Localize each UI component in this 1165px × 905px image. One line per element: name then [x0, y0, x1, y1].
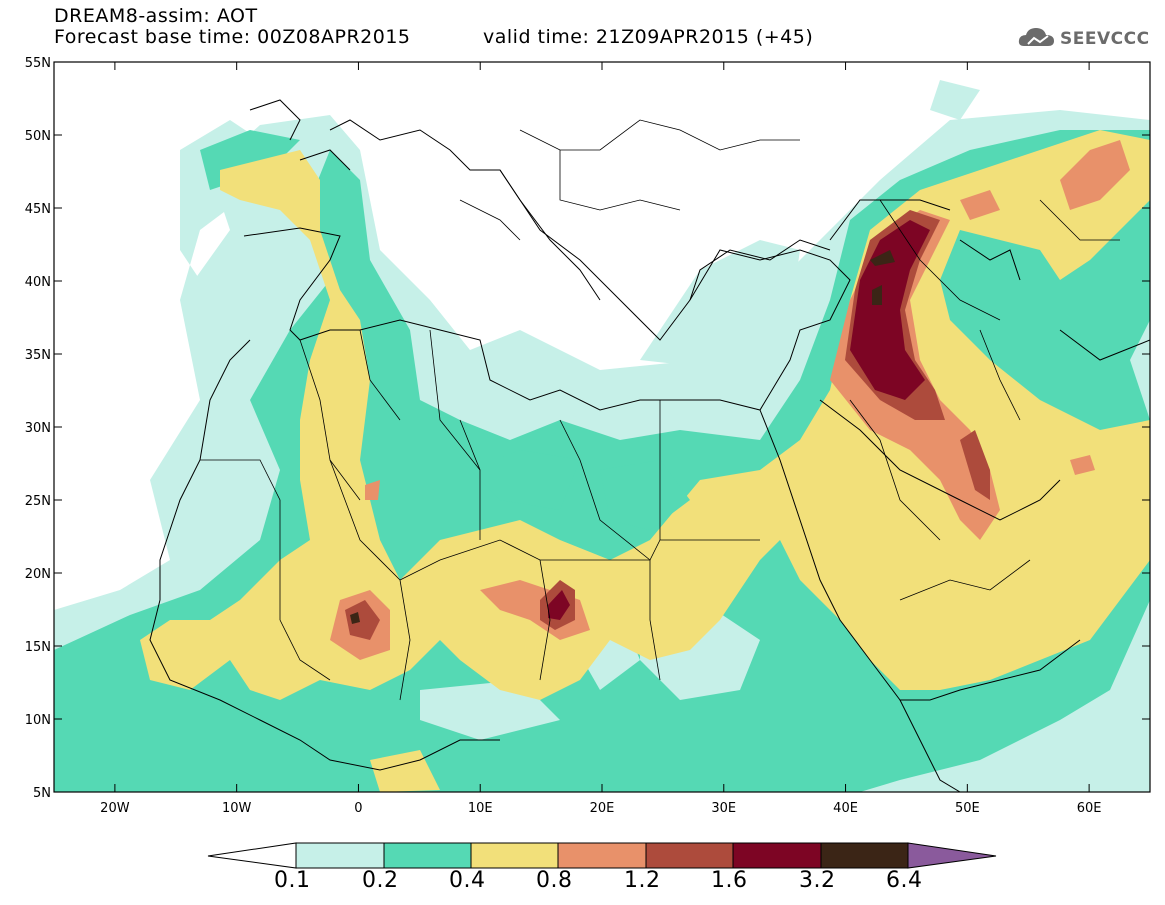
- lon-label: 10W: [222, 801, 252, 816]
- lon-label: 40E: [833, 801, 858, 816]
- colorbar-label-1: 0.1: [274, 868, 311, 893]
- lat-label: 5N: [33, 786, 51, 801]
- lat-label: 15N: [25, 640, 51, 655]
- lat-label: 45N: [25, 202, 51, 217]
- lat-label: 20N: [25, 567, 51, 582]
- colorbar-bin-5: [645, 842, 734, 869]
- lat-label: 10N: [25, 713, 51, 728]
- colorbar-label-6: 1.6: [711, 868, 748, 893]
- valid-time: valid time: 21Z09APR2015 (+45): [483, 26, 814, 48]
- colorbar-high-arrow: [907, 842, 997, 869]
- colorbar-label-4: 0.8: [536, 868, 573, 893]
- aot-level-32: [350, 250, 895, 624]
- lon-label: 20W: [100, 801, 130, 816]
- colorbar-bin-1: [295, 842, 385, 869]
- lat-label: 50N: [25, 129, 51, 144]
- logo-text: SEEVCCC: [1060, 29, 1150, 49]
- lon-label: 60E: [1077, 801, 1102, 816]
- map-title: DREAM8-assim: AOT: [54, 5, 258, 27]
- lon-label: 30E: [711, 801, 736, 816]
- lat-label: 55N: [25, 56, 51, 71]
- colorbar: [207, 842, 997, 869]
- lat-label: 30N: [25, 421, 51, 436]
- colorbar-low-arrow: [207, 842, 297, 869]
- forecast-base-time: Forecast base time: 00Z08APR2015: [54, 26, 411, 48]
- colorbar-bin-6: [732, 842, 822, 869]
- axis-ticks: [54, 61, 1150, 793]
- colorbar-bin-7: [820, 842, 909, 869]
- lat-label: 40N: [25, 275, 51, 290]
- aot-field: [54, 62, 1150, 792]
- colorbar-label-3: 0.4: [449, 868, 486, 893]
- colorbar-bin-4: [557, 842, 647, 869]
- lon-labels: 20W 10W 0 10E 20E 30E 40E 50E 60E: [100, 801, 1101, 816]
- lat-labels: 55N 50N 45N 40N 35N 30N 25N 20N 15N 10N 5N: [25, 56, 51, 801]
- lon-label: 10E: [468, 801, 493, 816]
- lon-label: 50E: [955, 801, 980, 816]
- lat-label: 35N: [25, 348, 51, 363]
- lat-label: 25N: [25, 494, 51, 509]
- colorbar-label-7: 3.2: [799, 868, 836, 893]
- colorbar-label-2: 0.2: [362, 868, 399, 893]
- colorbar-label-8: 6.4: [886, 868, 923, 893]
- country-borders: [200, 119, 1120, 701]
- colorbar-bin-2: [383, 842, 472, 869]
- colorbar-bin-3: [470, 842, 559, 869]
- seevccc-logo-icon: [1018, 28, 1054, 46]
- lon-label: 20E: [590, 801, 615, 816]
- colorbar-label-5: 1.2: [624, 868, 661, 893]
- aot-level-16: [548, 220, 930, 620]
- lon-label: 0: [354, 801, 362, 816]
- coastlines: [149, 99, 1150, 792]
